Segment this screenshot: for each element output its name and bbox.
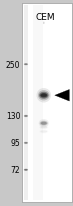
Text: 72: 72 <box>11 165 20 174</box>
Ellipse shape <box>24 169 28 171</box>
Ellipse shape <box>24 116 28 117</box>
Text: 95: 95 <box>11 139 20 148</box>
Ellipse shape <box>24 116 27 117</box>
Ellipse shape <box>38 91 50 101</box>
Ellipse shape <box>41 94 47 97</box>
Ellipse shape <box>39 92 49 99</box>
Ellipse shape <box>39 119 49 128</box>
Ellipse shape <box>36 89 51 103</box>
Text: 250: 250 <box>6 60 20 69</box>
Text: 130: 130 <box>6 112 20 121</box>
Bar <box>22 4 72 202</box>
Ellipse shape <box>24 115 28 118</box>
Bar <box>33 6 43 200</box>
Ellipse shape <box>41 123 47 125</box>
Ellipse shape <box>24 142 28 144</box>
Text: CEM: CEM <box>35 13 55 22</box>
Ellipse shape <box>41 122 47 125</box>
Bar <box>24 6 28 200</box>
Ellipse shape <box>39 122 48 125</box>
Ellipse shape <box>24 143 27 144</box>
Ellipse shape <box>43 22 45 25</box>
Ellipse shape <box>24 64 27 66</box>
Ellipse shape <box>40 94 47 98</box>
Ellipse shape <box>41 127 47 129</box>
Ellipse shape <box>40 121 48 126</box>
Ellipse shape <box>41 131 47 133</box>
Ellipse shape <box>24 142 28 144</box>
Ellipse shape <box>24 169 27 171</box>
Polygon shape <box>55 90 69 102</box>
Ellipse shape <box>24 64 28 66</box>
Ellipse shape <box>24 64 28 66</box>
Ellipse shape <box>24 169 28 171</box>
